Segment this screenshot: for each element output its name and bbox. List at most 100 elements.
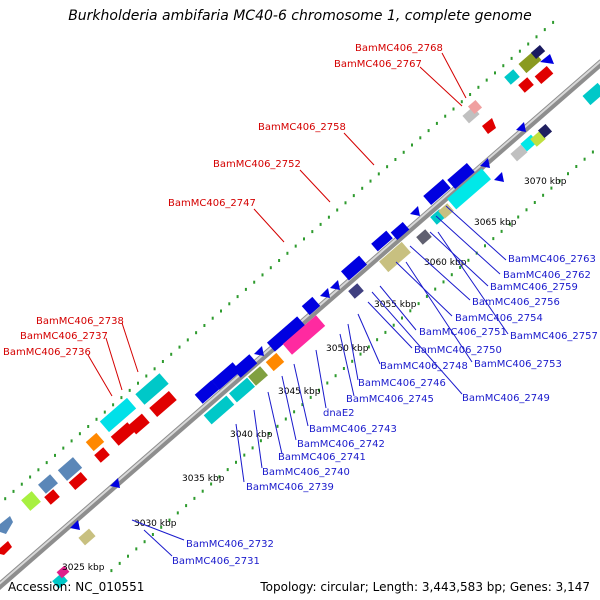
gene-box[interactable] <box>530 131 546 147</box>
gene-box[interactable] <box>203 395 235 425</box>
gene-box[interactable] <box>447 162 475 190</box>
gene-label[interactable]: BamMC406_2742 <box>297 439 385 450</box>
gene-box[interactable] <box>282 315 326 355</box>
gene-arrow[interactable] <box>70 520 80 530</box>
gene-box[interactable] <box>232 354 258 378</box>
gene-label[interactable]: BamMC406_2743 <box>309 424 397 435</box>
gene-label[interactable]: BamMC406_2736 <box>3 347 91 358</box>
gene-box[interactable] <box>379 241 411 273</box>
gene-arrow[interactable] <box>0 516 13 534</box>
kbp-label: 3040 kbp <box>230 430 273 440</box>
tick-mark <box>500 229 503 233</box>
gene-arrow[interactable] <box>254 346 264 356</box>
gene-box[interactable] <box>510 144 528 162</box>
gene-arrow[interactable] <box>516 122 526 132</box>
gene-label[interactable]: BamMC406_2738 <box>36 316 124 327</box>
gene-arrow[interactable] <box>110 478 120 488</box>
gene-box[interactable] <box>265 352 285 372</box>
gene-label[interactable]: BamMC406_2732 <box>186 539 274 550</box>
gene-box[interactable] <box>504 69 520 85</box>
gene-box[interactable] <box>266 316 306 352</box>
gene-arrow[interactable] <box>0 541 12 555</box>
gene-box[interactable] <box>57 457 83 481</box>
gene-box[interactable] <box>135 373 169 405</box>
tick-mark <box>128 388 131 392</box>
gene-box[interactable] <box>248 366 268 386</box>
gene-box[interactable] <box>229 377 255 403</box>
gene-label[interactable]: BamMC406_2745 <box>346 394 434 405</box>
gene-box[interactable] <box>438 203 454 219</box>
gene-label[interactable]: BamMC406_2763 <box>508 254 596 265</box>
gene-box[interactable] <box>149 390 177 418</box>
gene-label[interactable]: BamMC406_2767 <box>334 59 422 70</box>
gene-box[interactable] <box>518 77 534 93</box>
gene-label[interactable]: BamMC406_2741 <box>278 452 366 463</box>
gene-box[interactable] <box>56 565 70 579</box>
gene-arrow[interactable] <box>320 288 330 298</box>
gene-box[interactable] <box>99 397 137 433</box>
gene-box[interactable] <box>390 221 410 241</box>
gene-box[interactable] <box>52 573 68 589</box>
gene-label[interactable]: BamMC406_2731 <box>172 556 260 567</box>
leader-line <box>435 215 501 275</box>
gene-label[interactable]: BamMC406_2759 <box>490 282 578 293</box>
gene-label[interactable]: BamMC406_2746 <box>358 378 446 389</box>
tick-mark <box>460 100 463 104</box>
gene-arrow[interactable] <box>482 118 496 134</box>
gene-box[interactable] <box>44 489 60 505</box>
gene-box[interactable] <box>582 82 600 106</box>
gene-box[interactable] <box>467 99 483 115</box>
gene-label[interactable]: BamMC406_2758 <box>258 122 346 133</box>
gene-box[interactable] <box>537 123 553 139</box>
gene-label[interactable]: BamMC406_2762 <box>503 270 591 281</box>
gene-arrow[interactable] <box>540 54 554 64</box>
gene-arrow[interactable] <box>410 206 420 216</box>
gene-box[interactable] <box>21 491 41 511</box>
gene-box[interactable] <box>423 178 451 206</box>
gene-label[interactable]: BamMC406_2737 <box>20 331 108 342</box>
gene-label[interactable]: BamMC406_2749 <box>462 393 550 404</box>
gene-label[interactable]: BamMC406_2756 <box>472 297 560 308</box>
gene-label[interactable]: BamMC406_2753 <box>474 359 562 370</box>
gene-box[interactable] <box>78 528 96 546</box>
tick-mark <box>384 330 387 334</box>
gene-arrow[interactable] <box>330 280 340 290</box>
tick-mark <box>351 359 354 363</box>
gene-box[interactable] <box>447 168 491 210</box>
gene-box[interactable] <box>348 283 364 299</box>
tick-mark <box>552 20 555 24</box>
gene-label[interactable]: dnaE2 <box>323 408 355 419</box>
gene-box[interactable] <box>341 255 367 281</box>
gene-label[interactable]: BamMC406_2750 <box>414 345 502 356</box>
gene-box[interactable] <box>534 65 554 85</box>
tick-mark <box>236 295 239 299</box>
gene-box[interactable] <box>416 229 432 245</box>
gene-label[interactable]: BamMC406_2757 <box>510 331 598 342</box>
gene-box[interactable] <box>530 45 546 59</box>
gene-label[interactable]: BamMC406_2754 <box>455 313 543 324</box>
tick-mark <box>409 309 412 313</box>
gene-label[interactable]: BamMC406_2740 <box>262 467 350 478</box>
kbp-label: 3060 kbp <box>424 258 467 268</box>
gene-label[interactable]: BamMC406_2748 <box>380 361 468 372</box>
gene-box[interactable] <box>94 447 110 463</box>
gene-box[interactable] <box>371 230 393 252</box>
tick-mark <box>359 352 362 356</box>
gene-box[interactable] <box>194 380 220 404</box>
gene-label[interactable]: BamMC406_2752 <box>213 159 301 170</box>
gene-box[interactable] <box>38 474 58 494</box>
gene-label[interactable]: BamMC406_2751 <box>419 327 507 338</box>
gene-box[interactable] <box>68 471 88 491</box>
kbp-label: 3025 kbp <box>62 563 105 573</box>
gene-box[interactable] <box>301 296 321 316</box>
tick-mark <box>492 237 495 241</box>
leader-line <box>253 208 285 243</box>
gene-arrow[interactable] <box>480 158 490 168</box>
gene-box[interactable] <box>110 422 136 446</box>
gene-arrow[interactable] <box>494 172 504 182</box>
gene-label[interactable]: BamMC406_2747 <box>168 198 256 209</box>
gene-box[interactable] <box>85 432 105 452</box>
gene-label[interactable]: BamMC406_2768 <box>355 43 443 54</box>
gene-box[interactable] <box>128 413 150 435</box>
gene-label[interactable]: BamMC406_2739 <box>246 482 334 493</box>
